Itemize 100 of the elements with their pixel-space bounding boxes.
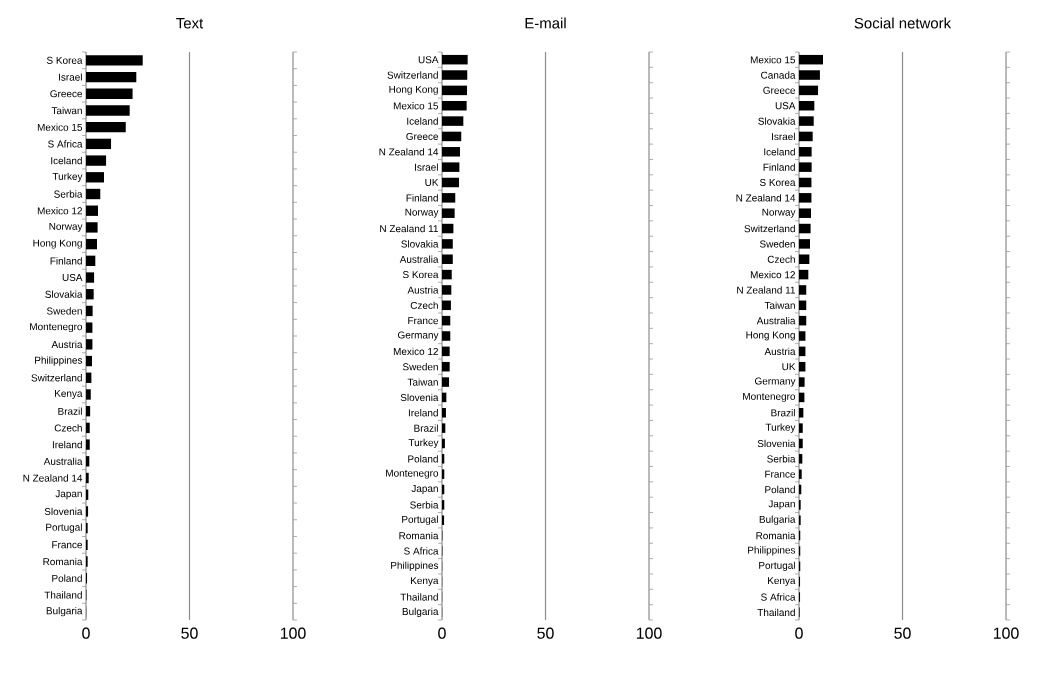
bar (799, 300, 807, 311)
y-tick-label: Taiwan (764, 301, 795, 309)
y-tick-label: Czech (54, 424, 82, 432)
bar (86, 339, 93, 350)
bar (86, 289, 94, 300)
y-tick-label: S Korea (759, 178, 796, 187)
bar (799, 131, 813, 142)
bar (799, 454, 803, 464)
bar (442, 285, 452, 295)
y-tick-label: Slovenia (757, 439, 796, 448)
y-tick-label: Hong Kong (389, 85, 438, 95)
y-tick-label: Poland (408, 455, 438, 463)
y-tick-label: Greece (50, 90, 83, 98)
y-tick-label: Kenya (411, 577, 439, 587)
y-tick-label: Israel (772, 132, 795, 141)
bar (799, 70, 820, 80)
bar (799, 377, 805, 387)
bar (86, 422, 90, 434)
y-tick-label: Iceland (407, 117, 438, 125)
y-tick-label: Ireland (408, 409, 438, 417)
bar (799, 147, 812, 157)
y-tick-label: Sweden (759, 240, 795, 248)
bar (442, 269, 452, 280)
x-tick-label: 100 (636, 627, 662, 639)
y-tick-label: Norway (49, 222, 83, 232)
y-tick-label: Ireland (52, 440, 82, 449)
bar (799, 423, 803, 433)
bar (86, 439, 90, 450)
y-tick-label: Slovenia (400, 393, 439, 402)
y-tick-label: Taiwan (407, 378, 438, 386)
y-tick-label: Israel (59, 73, 82, 81)
bar (86, 472, 89, 484)
x-tick-label: 100 (280, 627, 306, 639)
bar (86, 138, 112, 150)
y-tick-label: Portugal (402, 515, 438, 525)
bar (442, 147, 461, 157)
y-tick-label: Mexico 12 (37, 207, 82, 215)
bar (86, 188, 101, 200)
bar (442, 515, 445, 525)
y-tick-label: S Africa (48, 140, 83, 148)
y-tick-label: Brazil (58, 407, 82, 415)
y-tick-label: Montenegro (386, 469, 439, 479)
y-tick-label: Iceland (764, 148, 795, 156)
bar (442, 208, 455, 218)
bar (799, 54, 824, 65)
y-tick-label: Turkey (765, 423, 796, 433)
y-tick-label: Serbia (410, 501, 439, 509)
bar (86, 222, 98, 233)
y-tick-label: Japan (411, 485, 438, 494)
bar (799, 85, 819, 96)
y-tick-label: Slovakia (401, 240, 439, 248)
bar (799, 285, 807, 295)
bar (799, 100, 815, 111)
bar (442, 454, 445, 464)
bar (86, 205, 99, 216)
y-tick-label: Germany (398, 331, 439, 341)
bar (86, 355, 92, 367)
y-tick-label: Serbia (54, 190, 83, 198)
y-tick-label: Austria (51, 340, 83, 349)
bar (442, 100, 467, 111)
y-tick-label: Kenya (768, 577, 796, 587)
y-tick-label: Slovakia (758, 117, 796, 125)
y-tick-label: Iceland (51, 156, 82, 165)
y-tick-label: Brazil (771, 409, 795, 417)
bar (799, 116, 814, 126)
bar (799, 331, 806, 341)
bar (86, 305, 93, 317)
bar (799, 269, 809, 280)
bar (86, 322, 93, 333)
y-tick-label: Norway (762, 208, 796, 218)
bar (86, 255, 96, 266)
y-tick-label: Portugal (46, 523, 82, 533)
y-tick-label: Greece (763, 86, 796, 94)
bar (442, 438, 445, 449)
bar (442, 162, 460, 172)
x-tick-label: 100 (993, 627, 1019, 639)
bar (86, 122, 126, 133)
y-tick-label: UK (425, 179, 439, 186)
y-tick-label: Mexico 12 (393, 347, 438, 356)
y-tick-label: Mexico 15 (37, 123, 83, 131)
y-tick-label: Serbia (767, 455, 796, 463)
y-tick-label: Australia (43, 457, 83, 465)
bar (86, 406, 91, 417)
y-tick-label: Poland (765, 485, 795, 494)
y-tick-label: USA (418, 56, 439, 64)
x-tick-label: 0 (82, 627, 90, 639)
y-tick-label: Canada (761, 71, 796, 79)
bar (799, 438, 803, 449)
bar (86, 272, 95, 283)
y-tick-label: Mexico 12 (750, 270, 795, 279)
bar (442, 361, 450, 372)
y-tick-label: Thailand (757, 608, 795, 616)
y-tick-label: Kenya (55, 390, 83, 399)
y-tick-label: Philippines (391, 561, 439, 571)
bar (86, 88, 133, 99)
y-tick-label: Montenegro (30, 323, 83, 333)
bar (442, 331, 451, 341)
bar (442, 346, 450, 357)
bar (442, 223, 454, 234)
y-tick-label: Finland (50, 257, 82, 265)
